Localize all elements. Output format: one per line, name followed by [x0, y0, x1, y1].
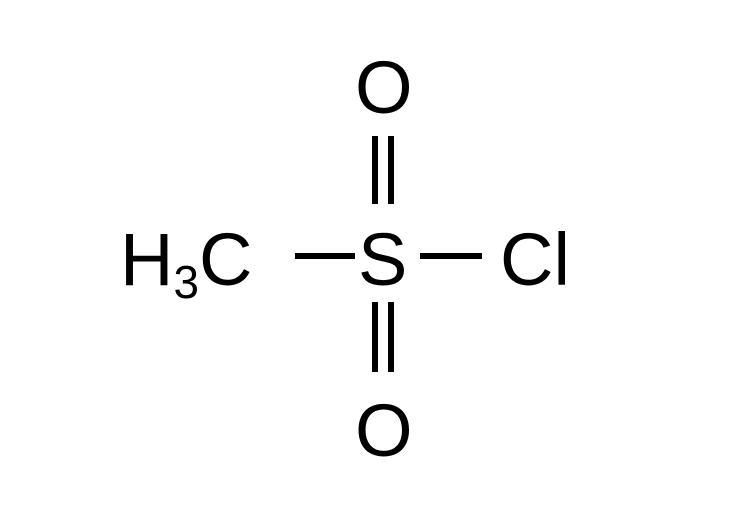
atom-o-top: O	[355, 45, 413, 130]
atom-s: S	[358, 217, 407, 302]
atom-o-bottom: O	[355, 388, 413, 473]
molecule-canvas: O O S Cl H3C	[0, 0, 744, 514]
atom-ch3: H3C	[120, 217, 252, 309]
atom-cl: Cl	[500, 217, 570, 302]
